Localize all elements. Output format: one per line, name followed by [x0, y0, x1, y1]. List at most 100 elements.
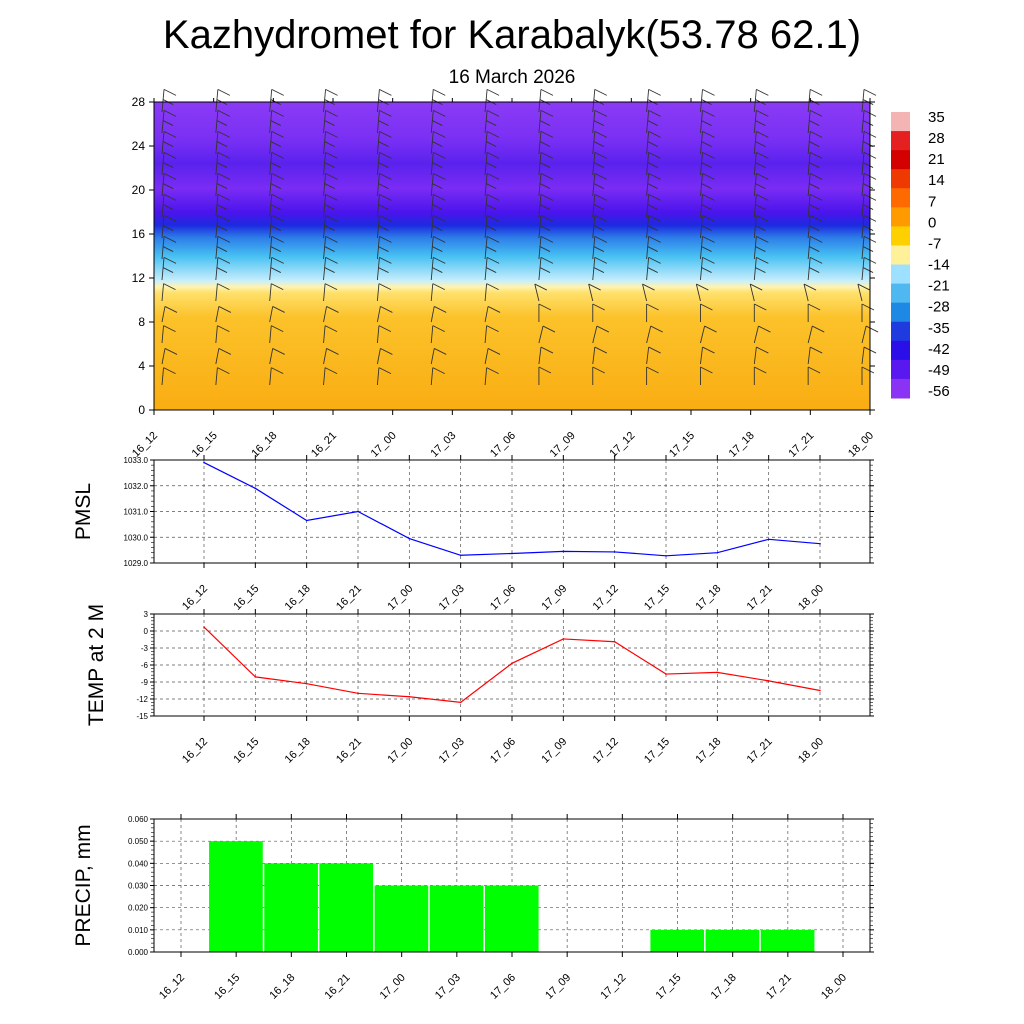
wind-barb-feather [648, 214, 661, 222]
wind-barb-feather [380, 348, 393, 355]
wind-barb-feather [486, 256, 500, 264]
pmsl-point [203, 461, 205, 464]
wind-barb-staff [646, 325, 652, 344]
wind-barb-feather [163, 109, 177, 117]
y-tick-label: 20 [132, 183, 146, 197]
colorbar-box [891, 302, 910, 323]
wind-barb-feather [271, 235, 284, 243]
y-tick-label: -9 [141, 678, 149, 687]
wind-barb-staff [376, 131, 380, 155]
cross-section-field [154, 102, 870, 410]
y-tick-label: 1031.0 [124, 508, 149, 517]
wind-barb-feather [593, 120, 605, 126]
wind-barb-staff [700, 89, 703, 113]
wind-barb-feather [540, 88, 554, 96]
wind-barb-feather [163, 130, 177, 138]
wind-barb-feather [648, 130, 661, 138]
wind-barb-staff [484, 215, 488, 239]
temp-point [767, 680, 770, 682]
wind-barb-staff [323, 257, 327, 281]
wind-barb-feather [648, 256, 661, 264]
wind-barb-feather [647, 267, 658, 273]
wind-barb-feather [809, 183, 820, 189]
wind-barb-feather [647, 246, 658, 252]
wind-barb-feather [163, 172, 177, 180]
wind-barb-staff [376, 283, 380, 302]
wind-barb-staff [753, 173, 757, 197]
wind-barb-feather [756, 109, 769, 117]
panel-frame [153, 459, 871, 564]
wind-barb-feather [755, 204, 766, 210]
wind-barb-staff [161, 89, 165, 113]
colorbar-box [891, 131, 910, 151]
wind-barb-staff [430, 283, 434, 302]
wind-barb-feather [648, 346, 661, 354]
wind-barb-feather [325, 193, 338, 201]
wind-barb-staff [215, 152, 219, 176]
wind-barb-staff [538, 257, 542, 281]
wind-barb-feather [809, 204, 820, 210]
wind-barb-feather [701, 204, 712, 210]
wind-barb-staff [376, 110, 380, 134]
wind-barb-feather [702, 151, 715, 159]
colorbar-label: -14 [928, 257, 950, 274]
colorbar-box [891, 150, 910, 170]
wind-barb-staff [484, 131, 488, 155]
wind-barb-feather [594, 214, 607, 222]
temp-point [511, 662, 513, 665]
wind-barb-feather [216, 246, 228, 252]
wind-barb-feather [378, 183, 389, 189]
wind-barb-staff [323, 325, 326, 344]
wind-barb-feather [863, 88, 877, 96]
wind-barb-staff [269, 325, 272, 344]
wind-barb-feather [756, 214, 769, 222]
wind-barb-staff [538, 89, 542, 113]
wind-barb-staff [803, 283, 809, 302]
wind-barb-staff [376, 152, 380, 176]
wind-barb-feather [217, 88, 231, 96]
temp-point [562, 638, 565, 640]
x-tick-label: 16_15 [212, 972, 242, 1002]
wind-barb-staff [484, 325, 488, 344]
wind-barb-staff [484, 367, 488, 386]
wind-barb-staff [646, 236, 650, 260]
pmsl-point [408, 537, 411, 540]
temp-point [305, 682, 308, 685]
wind-barb-feather [378, 367, 392, 375]
pmsl-point [305, 519, 308, 522]
wind-barb-feather [756, 256, 769, 264]
wind-barb-feather [379, 172, 392, 180]
x-tick-label: 16_12 [157, 972, 187, 1002]
wind-barb-feather [809, 162, 820, 168]
wind-barb-staff [484, 257, 488, 281]
wind-barb-staff [807, 194, 811, 218]
wind-barb-feather [486, 88, 500, 96]
wind-barb-staff [161, 236, 165, 260]
wind-barb-feather [218, 306, 232, 313]
wind-barb-feather [271, 214, 284, 222]
wind-barb-feather [862, 204, 874, 210]
wind-barb-feather [809, 141, 820, 147]
wind-barb-feather [803, 283, 817, 291]
wind-barb-feather [809, 151, 823, 159]
wind-barb-feather [270, 225, 282, 231]
x-tick-label: 17_18 [693, 583, 723, 613]
pmsl-point [819, 542, 821, 545]
wind-barb-feather [485, 120, 497, 126]
y-tick-label: -12 [136, 695, 148, 704]
x-tick-label: 17_09 [539, 736, 569, 766]
precip-bar [374, 885, 429, 952]
wind-barb-staff [215, 283, 218, 302]
y-tick-label: 0.010 [128, 926, 149, 935]
precip-bar [429, 885, 484, 952]
wind-barb-staff [861, 347, 865, 365]
wind-barb-staff [700, 236, 703, 260]
wind-barb-feather [650, 325, 663, 333]
wind-barb-staff [161, 257, 165, 281]
wind-barb-staff [592, 236, 596, 260]
wind-barb-feather [378, 246, 389, 252]
y-tick-label: 24 [132, 139, 146, 153]
wind-barb-staff [861, 152, 865, 176]
wind-barb-staff [269, 89, 273, 113]
wind-barb-feather [217, 130, 231, 138]
